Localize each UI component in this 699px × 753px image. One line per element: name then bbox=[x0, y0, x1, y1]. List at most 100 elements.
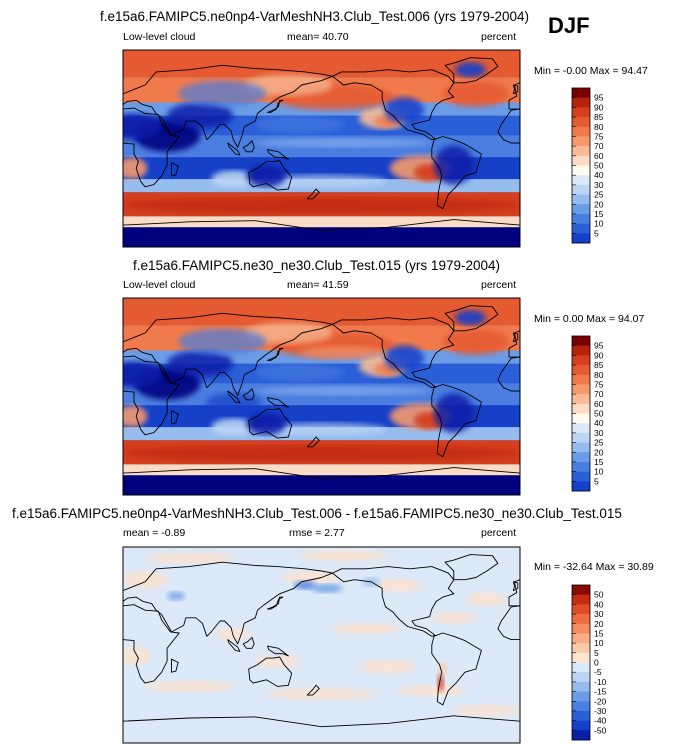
colorbar-box bbox=[572, 403, 590, 414]
colorbar-box bbox=[572, 213, 590, 224]
coastline bbox=[227, 142, 241, 156]
colorbar-box bbox=[572, 720, 590, 731]
colorbar-box bbox=[572, 585, 590, 595]
panel-title: f.e15a6.FAMIPC5.ne0np4-VarMeshNH3.Club_T… bbox=[100, 9, 529, 24]
colorbar-box bbox=[572, 452, 590, 463]
colorbar-tick-label: 85 bbox=[594, 112, 604, 122]
coastline bbox=[444, 554, 499, 581]
colorbar-box bbox=[572, 117, 590, 128]
colorbar-tick-label: 10 bbox=[594, 467, 604, 477]
minmax-label: Min = -0.00 Max = 94.47 bbox=[534, 65, 648, 77]
colorbar-box bbox=[572, 701, 590, 712]
colorbar-box bbox=[572, 223, 590, 234]
colorbar-tick-label: -40 bbox=[594, 716, 607, 726]
colorbar-box bbox=[572, 652, 590, 663]
map-frame bbox=[122, 49, 521, 248]
colorbar-box bbox=[572, 204, 590, 215]
colorbar-tick-label: 80 bbox=[594, 122, 604, 132]
colorbar-tick-label: 20 bbox=[594, 447, 604, 457]
coastline bbox=[248, 160, 293, 191]
colorbar-box bbox=[572, 442, 590, 453]
colorbar-box bbox=[572, 126, 590, 137]
colorbar-tick-label: 30 bbox=[594, 609, 604, 619]
coastline bbox=[444, 57, 499, 84]
coastline bbox=[332, 566, 455, 637]
colorbar-box bbox=[572, 355, 590, 366]
units-label: percent bbox=[481, 279, 517, 291]
colorbar-box bbox=[572, 165, 590, 176]
coastline bbox=[248, 656, 293, 687]
colorbar-box bbox=[572, 233, 590, 244]
colorbar-tick-label: 70 bbox=[594, 389, 604, 399]
colorbar-tick-label: 40 bbox=[594, 599, 604, 609]
cloud-map-test-015 bbox=[123, 298, 520, 495]
colorbar-tick-label: 85 bbox=[594, 360, 604, 370]
coastline bbox=[171, 658, 179, 673]
coastline bbox=[512, 332, 519, 343]
coastline bbox=[242, 388, 255, 401]
colorbar-box bbox=[572, 155, 590, 166]
colorbar-box bbox=[572, 643, 590, 654]
colorbar-box bbox=[572, 184, 590, 195]
coastline bbox=[267, 347, 284, 361]
mean-label: mean= 41.59 bbox=[287, 279, 349, 291]
colorbar-box bbox=[572, 662, 590, 673]
colorbar-box bbox=[572, 345, 590, 356]
coastline bbox=[227, 390, 241, 404]
colorbar-tick-label: 75 bbox=[594, 131, 604, 141]
mean-label: mean = -0.89 bbox=[123, 527, 186, 539]
variable-label: Low-level cloud bbox=[123, 31, 196, 43]
colorbar-tick-label: 50 bbox=[594, 161, 604, 171]
colorbar-tick-label: 15 bbox=[594, 457, 604, 467]
coastline bbox=[431, 632, 482, 706]
mean-label: mean= 40.70 bbox=[287, 31, 349, 43]
coastline bbox=[242, 636, 255, 649]
cloud-map-test-006 bbox=[123, 50, 520, 247]
colorbar-tick-label: 90 bbox=[594, 102, 604, 112]
colorbar-box bbox=[572, 413, 590, 424]
colorbar-box bbox=[572, 88, 590, 98]
panel-title: f.e15a6.FAMIPC5.ne30_ne30.Club_Test.015 … bbox=[133, 258, 500, 273]
colorbar-box bbox=[572, 594, 590, 605]
coastline bbox=[512, 84, 519, 95]
colorbar-tick-label: 10 bbox=[594, 219, 604, 229]
colorbar-box bbox=[572, 432, 590, 443]
coastline bbox=[306, 188, 320, 200]
colorbar-box bbox=[572, 481, 590, 492]
season-label: DJF bbox=[548, 13, 590, 38]
coastline bbox=[306, 436, 320, 448]
colorbar-tick-label: 25 bbox=[594, 438, 604, 448]
colorbar-box bbox=[572, 146, 590, 157]
minmax-label: Min = -32.64 Max = 30.89 bbox=[534, 561, 654, 573]
colorbar-tick-label: 40 bbox=[594, 418, 604, 428]
coastline bbox=[123, 715, 520, 743]
colorbar-tick-label: 5 bbox=[594, 476, 599, 486]
coastline bbox=[497, 356, 520, 392]
colorbar-tick-label: 25 bbox=[594, 190, 604, 200]
coastline bbox=[267, 149, 289, 160]
colorbars: 9590858075706050403025201510595908580757… bbox=[571, 87, 607, 741]
coastline bbox=[512, 581, 519, 592]
coastline bbox=[242, 140, 255, 153]
colorbar-box bbox=[572, 97, 590, 108]
colorbar-box bbox=[572, 394, 590, 405]
colorbar-box bbox=[572, 423, 590, 434]
difference-map bbox=[123, 547, 520, 743]
colorbar-tick-label: 95 bbox=[594, 341, 604, 351]
colorbar-tick-label: 20 bbox=[594, 619, 604, 629]
minmax-label: Min = 0.00 Max = 94.07 bbox=[534, 313, 645, 325]
colorbar-tick-label: 10 bbox=[594, 638, 604, 648]
coastline bbox=[123, 64, 333, 148]
coastline bbox=[123, 561, 333, 645]
colorbar-tick-label: -50 bbox=[594, 725, 607, 735]
colorbar-box bbox=[572, 175, 590, 186]
colorbar-tick-label: 15 bbox=[594, 628, 604, 638]
colorbar-tick-label: 15 bbox=[594, 209, 604, 219]
colorbar-tick-label: -20 bbox=[594, 696, 607, 706]
coastline bbox=[431, 384, 482, 458]
units-label: percent bbox=[481, 31, 517, 43]
coastline bbox=[332, 317, 455, 389]
colorbar-tick-label: 40 bbox=[594, 170, 604, 180]
coastline bbox=[123, 355, 180, 436]
